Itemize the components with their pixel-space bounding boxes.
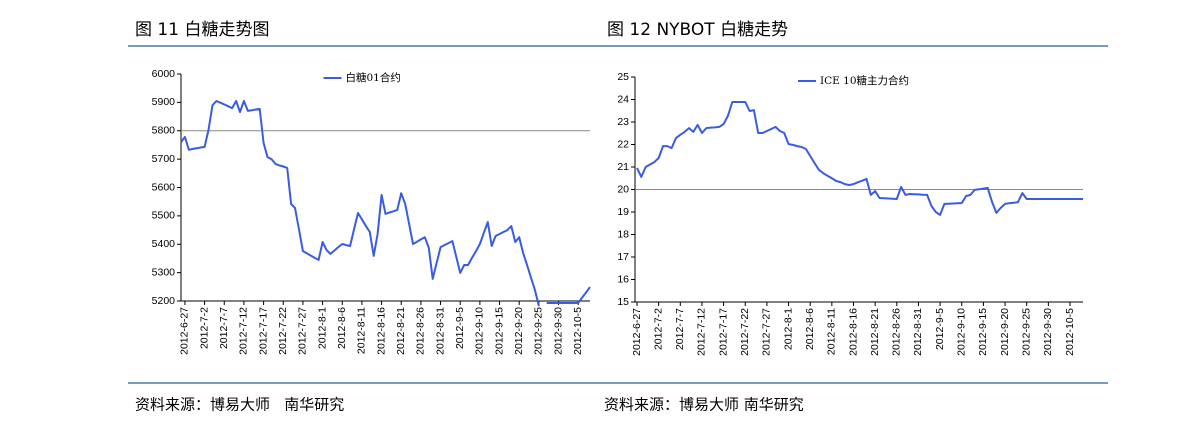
x-tick-label: 2012-8-21 (869, 308, 881, 356)
x-tick-label: 2012-10-5 (572, 307, 584, 355)
y-tick-label: 5200 (152, 295, 176, 307)
x-tick-label: 2012-9-30 (1042, 308, 1054, 356)
series-line (180, 100, 591, 307)
y-tick-label: 25 (617, 71, 629, 83)
y-tick-label: 5600 (152, 181, 176, 193)
x-tick-label: 2012-9-5 (934, 308, 946, 350)
x-tick-label: 2012-8-26 (891, 308, 903, 356)
y-tick-label: 6000 (152, 68, 176, 80)
legend-label: ICE 10糖主力合约 (820, 74, 909, 87)
x-tick-label: 2012-7-2 (198, 307, 210, 349)
x-tick-label: 2012-8-26 (415, 307, 427, 355)
x-tick-label: 2012-9-5 (454, 307, 466, 349)
y-tick-label: 24 (617, 93, 629, 105)
x-tick-label: 2012-7-2 (652, 308, 664, 350)
y-tick-label: 5800 (152, 125, 176, 137)
x-tick-label: 2012-7-12 (238, 307, 250, 355)
x-tick-label: 2012-9-15 (493, 307, 505, 355)
x-tick-label: 2012-7-27 (761, 308, 773, 356)
y-tick-label: 5700 (152, 153, 176, 165)
x-tick-label: 2012-9-10 (956, 308, 968, 356)
x-tick-label: 2012-8-6 (804, 308, 816, 350)
x-tick-label: 2012-8-11 (356, 307, 368, 354)
chart-title: 图 12 NYBOT 白糖走势 (607, 20, 788, 40)
x-tick-label: 2012-7-12 (696, 308, 708, 356)
x-tick-label: 2012-8-31 (912, 308, 924, 356)
series-line (636, 101, 1083, 216)
x-tick-label: 2012-9-15 (977, 308, 989, 356)
y-tick-label: 17 (617, 251, 629, 263)
legend-label: 白糖01合约 (346, 71, 401, 84)
x-tick-label: 2012-7-7 (218, 307, 230, 349)
x-tick-label: 2012-9-30 (552, 307, 564, 355)
x-tick-label: 2012-9-25 (1020, 308, 1032, 356)
chart-title: 图 11 白糖走势图 (135, 20, 269, 40)
x-tick-label: 2012-9-25 (533, 307, 545, 355)
x-tick-label: 2012-8-6 (336, 307, 348, 349)
x-tick-label: 2012-8-21 (395, 307, 407, 355)
x-tick-label: 2012-8-1 (316, 307, 328, 349)
x-tick-label: 2012-6-27 (631, 308, 643, 356)
x-tick-label: 2012-8-1 (782, 308, 794, 350)
y-tick-label: 18 (617, 228, 629, 240)
y-tick-label: 20 (617, 183, 629, 195)
y-tick-label: 5400 (152, 238, 176, 250)
y-tick-label: 21 (617, 161, 629, 173)
x-tick-label: 2012-7-22 (277, 307, 289, 355)
x-tick-label: 2012-7-17 (717, 308, 729, 356)
x-tick-label: 2012-8-16 (375, 307, 387, 355)
x-tick-label: 2012-8-16 (847, 308, 859, 356)
source-note: 资料来源：博易大师 南华研究 (604, 396, 804, 414)
y-tick-label: 19 (617, 206, 629, 218)
x-tick-label: 2012-9-10 (474, 307, 486, 355)
y-tick-label: 5300 (152, 266, 176, 278)
x-tick-label: 2012-7-27 (297, 307, 309, 355)
x-tick-label: 2012-8-11 (826, 308, 838, 355)
x-tick-label: 2012-9-20 (999, 308, 1011, 356)
x-tick-label: 2012-7-7 (674, 308, 686, 350)
x-tick-label: 2012-9-20 (513, 307, 525, 355)
y-tick-label: 22 (617, 138, 629, 150)
x-tick-label: 2012-7-17 (257, 307, 269, 355)
source-note: 资料来源：博易大师 南华研究 (135, 396, 344, 414)
y-tick-label: 5900 (152, 96, 176, 108)
y-tick-label: 16 (617, 273, 629, 285)
x-tick-label: 2012-7-22 (739, 308, 751, 356)
x-tick-label: 2012-10-5 (1064, 308, 1076, 356)
y-tick-label: 23 (617, 116, 629, 128)
x-tick-label: 2012-6-27 (179, 307, 191, 355)
x-tick-label: 2012-8-31 (434, 307, 446, 355)
y-tick-label: 5500 (152, 210, 176, 222)
y-tick-label: 15 (617, 296, 629, 308)
